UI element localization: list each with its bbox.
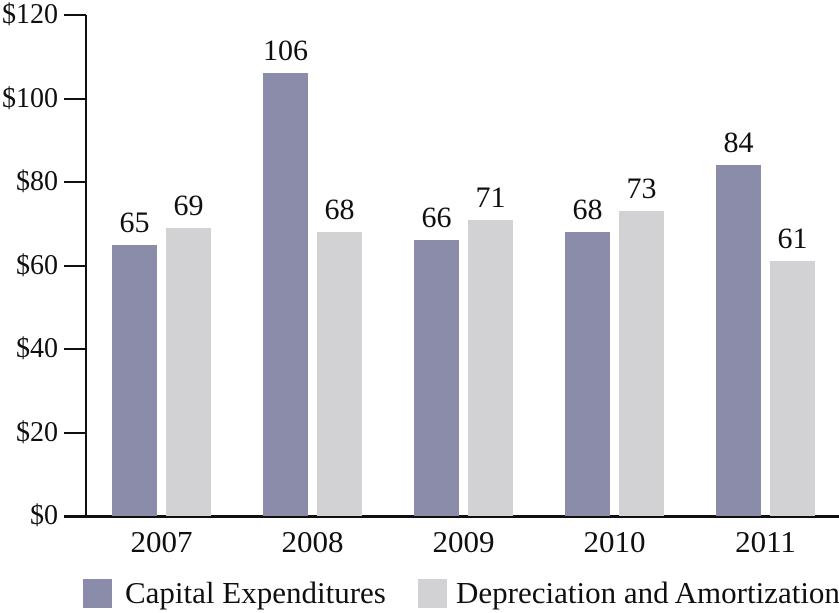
bar-depreciation-and-amortization-2011 — [770, 261, 815, 516]
bar-depreciation-and-amortization-2009 — [468, 219, 513, 516]
x-axis-category-label: 2011 — [735, 524, 796, 559]
bar-capital-expenditures-2010 — [565, 232, 610, 516]
y-axis-tick — [64, 348, 86, 350]
x-axis-category-label: 2008 — [281, 524, 344, 559]
bar-value-label: 73 — [626, 172, 657, 206]
y-axis-tick-label: $20 — [16, 416, 58, 448]
y-axis-tick — [64, 181, 86, 183]
y-axis-tick — [64, 264, 86, 267]
bar-depreciation-and-amortization-2008 — [317, 232, 362, 516]
y-axis-line — [85, 15, 87, 518]
bar-depreciation-and-amortization-2007 — [166, 227, 211, 516]
legend-swatch-depreciation-and-amortization — [418, 579, 447, 608]
x-axis-line — [64, 515, 839, 518]
y-axis-tick-label: $60 — [16, 249, 58, 281]
y-axis-tick — [64, 97, 86, 100]
bar-value-label: 69 — [173, 188, 204, 222]
x-axis-category-label: 2010 — [583, 524, 646, 559]
y-axis-tick-label: $40 — [16, 333, 58, 364]
bar-value-label: 71 — [475, 180, 506, 214]
bar-value-label: 68 — [324, 193, 355, 227]
bar-value-label: 61 — [777, 222, 808, 256]
bar-capital-expenditures-2009 — [414, 240, 459, 516]
x-axis-category-label: 2009 — [432, 524, 495, 559]
y-axis-tick-label: $100 — [2, 82, 58, 114]
bar-depreciation-and-amortization-2010 — [619, 211, 664, 516]
y-axis-tick-label: $0 — [30, 500, 58, 531]
y-axis-tick — [64, 14, 86, 16]
bar-value-label: 68 — [572, 193, 603, 227]
bar-capital-expenditures-2007 — [112, 244, 157, 516]
bar-capital-expenditures-2011 — [716, 165, 761, 516]
legend-swatch-capital-expenditures — [83, 579, 112, 608]
bar-value-label: 66 — [421, 201, 452, 235]
y-axis-tick — [64, 431, 86, 434]
legend-label-capital-expenditures: Capital Expenditures — [125, 575, 386, 610]
bar-value-label: 106 — [263, 34, 308, 68]
bar-capital-expenditures-2008 — [263, 73, 308, 516]
y-axis-tick-label: $80 — [16, 166, 58, 197]
bar-value-label: 65 — [119, 205, 150, 239]
y-axis-tick-label: $120 — [2, 0, 58, 30]
bar-value-label: 84 — [723, 126, 754, 160]
legend-label-depreciation-and-amortization: Depreciation and Amortization — [456, 575, 839, 610]
x-axis-category-label: 2007 — [130, 524, 193, 559]
